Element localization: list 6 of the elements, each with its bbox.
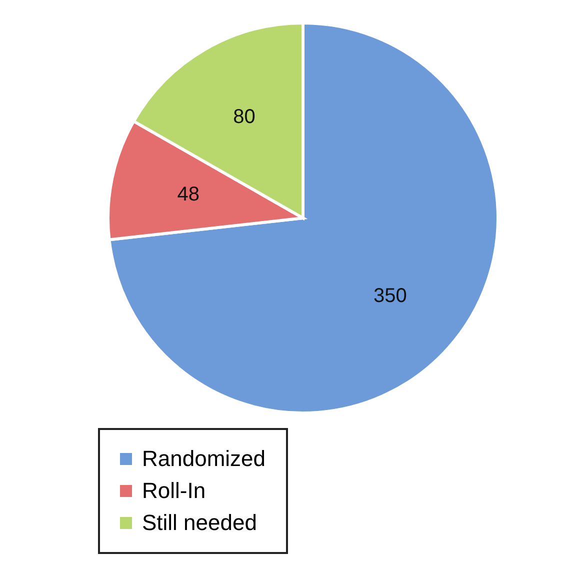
legend-label: Roll-In (142, 478, 206, 504)
legend-label: Randomized (142, 446, 266, 472)
data-label: 80 (233, 106, 256, 128)
data-label: 350 (374, 284, 407, 307)
data-label: 48 (177, 183, 200, 206)
legend-label: Still needed (142, 510, 257, 536)
